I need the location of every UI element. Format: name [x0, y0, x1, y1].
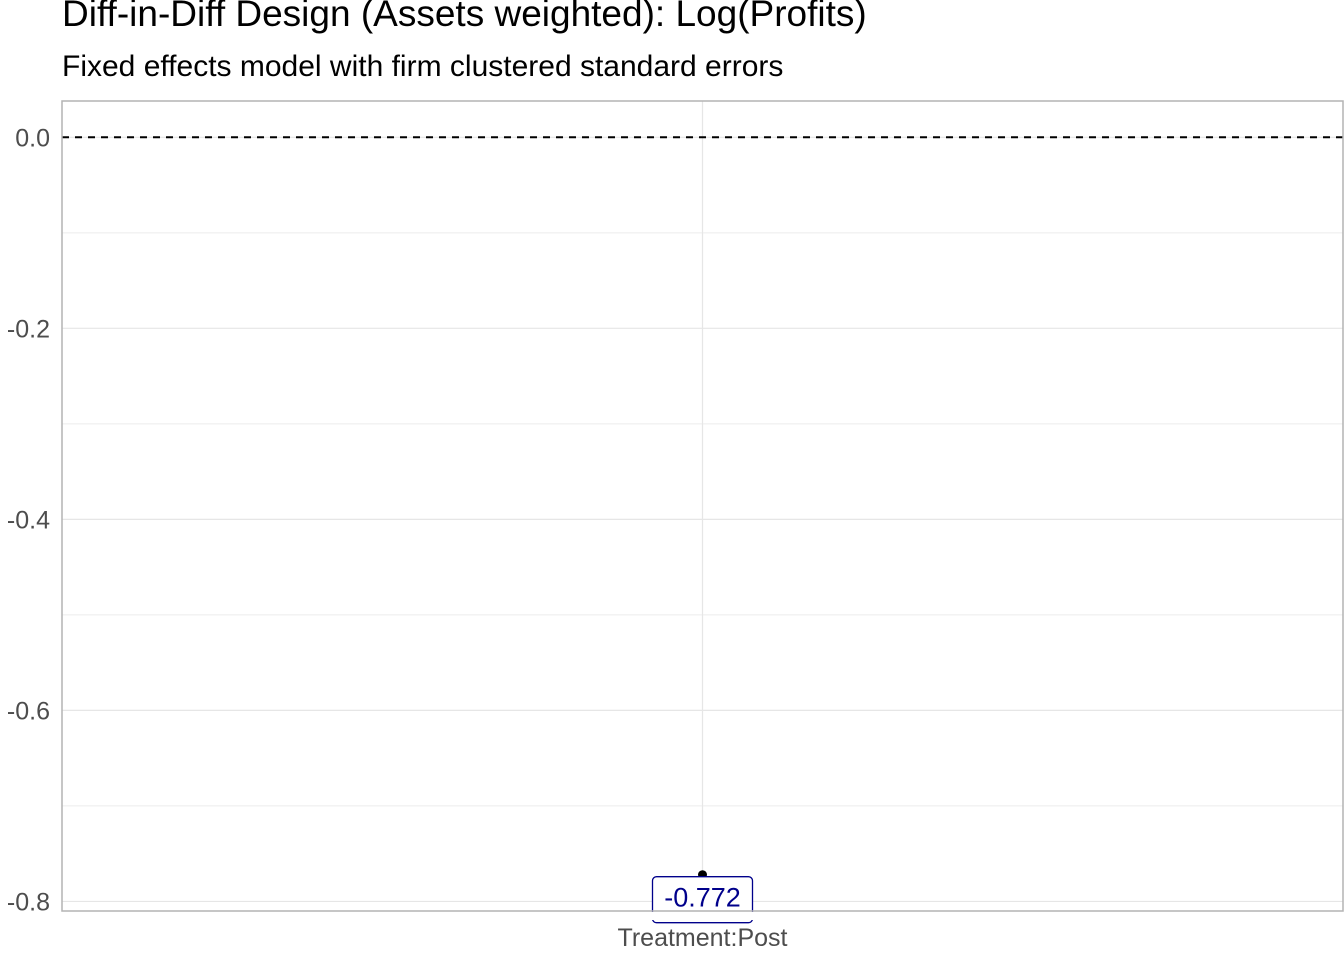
- x-tick-labels: Treatment:Post: [618, 924, 788, 952]
- panel-border: [61, 100, 1344, 912]
- y-tick-label: -0.8: [7, 888, 50, 916]
- data-label: -0.772: [664, 883, 741, 913]
- y-tick-label: 0.0: [15, 124, 50, 152]
- y-tick-label: -0.2: [7, 315, 50, 343]
- chart-title: Diff-in-Diff Design (Assets weighted): L…: [62, 0, 867, 34]
- chart-subtitle: Fixed effects model with firm clustered …: [62, 50, 784, 83]
- y-tick-label: -0.4: [7, 506, 50, 534]
- data-marks: -0.772: [61, 870, 1344, 924]
- y-tick-label: -0.6: [7, 697, 50, 725]
- y-tick-labels: 0.0 -0.2 -0.4 -0.6 -0.8: [7, 124, 50, 916]
- x-tick-label: Treatment:Post: [618, 924, 788, 952]
- panel-bottom-mask: [61, 912, 1344, 920]
